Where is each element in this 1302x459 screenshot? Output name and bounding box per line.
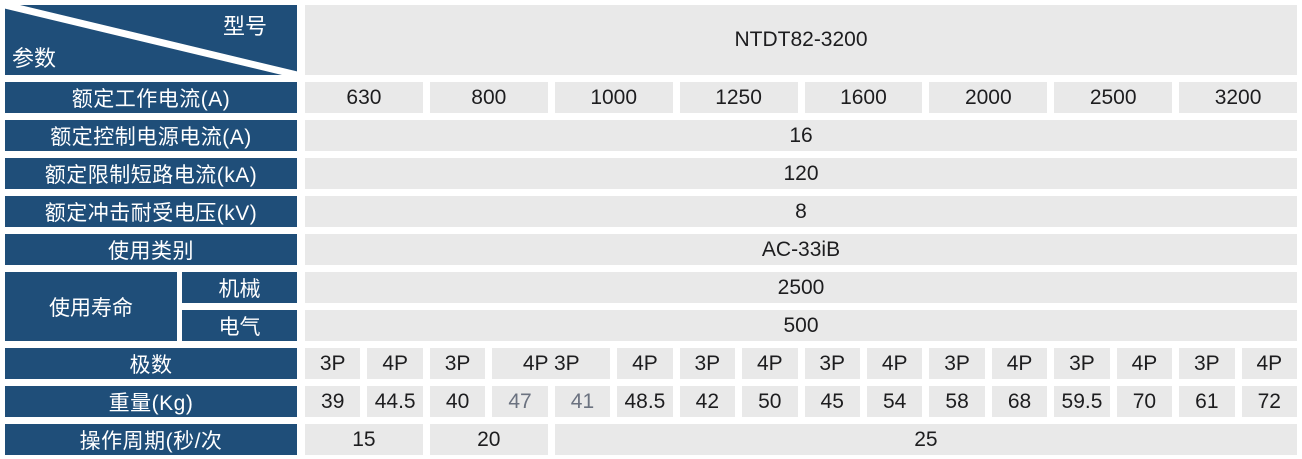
rated-current-value: 2500: [1054, 82, 1173, 113]
row-service-life: 使用寿命 机械 电气 2500 500: [5, 272, 1297, 341]
poles-cell: 4P: [617, 348, 673, 379]
weight-value: 70: [1116, 386, 1173, 417]
control-current-value: 16: [305, 120, 1297, 151]
poles-cell: 3P: [679, 348, 736, 379]
weight-value: 72: [1241, 386, 1297, 417]
poles-cell: 4P: [742, 348, 798, 379]
rated-current-label: 额定工作电流(A): [5, 82, 297, 113]
short-circuit-value: 120: [305, 158, 1297, 189]
poles-cell: 3P: [804, 348, 860, 379]
cycle-value: 15: [305, 424, 423, 455]
row-rated-current: 额定工作电流(A) 630 800 1000 1250 1600 2000 25…: [5, 82, 1297, 113]
electrical-value: 500: [305, 310, 1297, 341]
weight-value: 47: [492, 386, 548, 417]
rated-current-value: 630: [305, 82, 423, 113]
corner-diagonal-cell: 型号 参数: [5, 5, 297, 75]
impulse-voltage-value: 8: [305, 196, 1297, 227]
rated-current-value: 3200: [1179, 82, 1297, 113]
poles-cell: 3P: [1179, 348, 1235, 379]
poles-cell: 4P: [866, 348, 923, 379]
mechanical-label: 机械: [182, 272, 297, 303]
mechanical-value: 2500: [305, 272, 1297, 303]
row-short-circuit: 额定限制短路电流(kA) 120: [5, 158, 1297, 189]
weight-value: 40: [429, 386, 486, 417]
row-impulse-voltage: 额定冲击耐受电压(kV) 8: [5, 196, 1297, 227]
short-circuit-label: 额定限制短路电流(kA): [5, 158, 297, 189]
poles-cell: 3P: [429, 348, 486, 379]
utilization-label: 使用类别: [5, 234, 297, 265]
row-model: 型号 参数 NTDT82-3200: [5, 5, 1297, 75]
weight-value: 59.5: [1054, 386, 1110, 417]
impulse-voltage-label: 额定冲击耐受电压(kV): [5, 196, 297, 227]
cycle-value: 25: [554, 424, 1297, 455]
row-utilization: 使用类别 AC-33iB: [5, 234, 1297, 265]
poles-cell: 4P: [1241, 348, 1297, 379]
weight-value: 42: [679, 386, 736, 417]
rated-current-value: 2000: [929, 82, 1048, 113]
cycle-value: 20: [429, 424, 548, 455]
row-control-current: 额定控制电源电流(A) 16: [5, 120, 1297, 151]
poles-cell: 4P: [991, 348, 1048, 379]
rated-current-value: 800: [429, 82, 548, 113]
corner-label-param: 参数: [12, 46, 57, 71]
poles-cell-merged: 4P 3P: [492, 348, 611, 379]
control-current-label: 额定控制电源电流(A): [5, 120, 297, 151]
row-weight: 重量(Kg) 39 44.5 40 47 41 48.5 42 50 45 54…: [5, 386, 1297, 417]
poles-cell: 3P: [929, 348, 985, 379]
weight-value: 54: [866, 386, 923, 417]
weight-value: 50: [742, 386, 798, 417]
cycle-label: 操作周期(秒/次: [5, 424, 297, 455]
rated-current-value: 1000: [554, 82, 673, 113]
poles-cell: 4P: [1116, 348, 1173, 379]
poles-cell: 3P: [305, 348, 361, 379]
rated-current-value: 1250: [679, 82, 798, 113]
weight-value: 48.5: [617, 386, 673, 417]
diagonal-divider: [5, 5, 297, 75]
model-value: NTDT82-3200: [305, 5, 1297, 75]
weight-value: 61: [1179, 386, 1235, 417]
weight-value: 44.5: [367, 386, 423, 417]
service-life-label: 使用寿命: [5, 272, 177, 341]
utilization-value: AC-33iB: [305, 234, 1297, 265]
poles-cell: 4P: [367, 348, 423, 379]
weight-value: 58: [929, 386, 985, 417]
rated-current-value: 1600: [804, 82, 923, 113]
row-cycle: 操作周期(秒/次 15 20 25: [5, 424, 1297, 455]
poles-label: 极数: [5, 348, 297, 379]
weight-value: 45: [804, 386, 860, 417]
row-poles: 极数 3P 4P 3P 4P 3P 4P 3P 4P 3P 4P 3P 4P 3…: [5, 348, 1297, 379]
electrical-label: 电气: [182, 310, 297, 341]
poles-cell: 3P: [1054, 348, 1110, 379]
weight-value: 39: [305, 386, 361, 417]
weight-label: 重量(Kg): [5, 386, 297, 417]
corner-label-model: 型号: [222, 14, 267, 39]
weight-value: 41: [554, 386, 611, 417]
weight-value: 68: [991, 386, 1048, 417]
